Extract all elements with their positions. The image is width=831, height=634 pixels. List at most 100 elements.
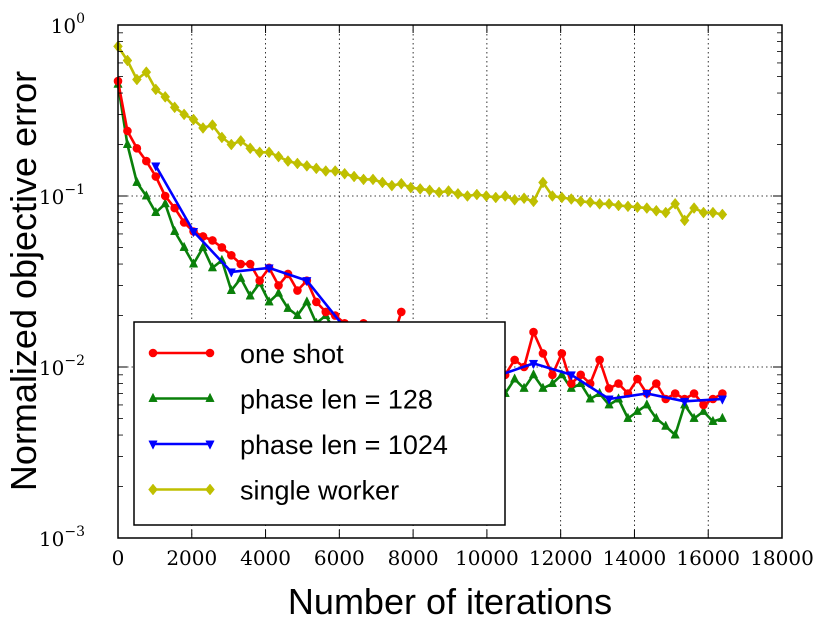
data-point <box>651 379 661 388</box>
data-point <box>188 228 199 238</box>
data-point <box>188 113 199 126</box>
data-point <box>679 214 690 227</box>
x-tick-label: 4000 <box>240 546 291 570</box>
x-tick-label: 2000 <box>166 546 217 570</box>
data-point <box>623 200 633 213</box>
data-point <box>670 429 680 439</box>
data-point <box>122 54 133 67</box>
data-point <box>227 251 236 260</box>
data-point <box>557 191 567 204</box>
data-point <box>566 193 577 205</box>
data-point <box>680 397 690 408</box>
legend-label: phase len = 128 <box>240 385 433 415</box>
data-point <box>594 197 605 210</box>
series-phase-len-128 <box>113 78 727 439</box>
data-point <box>150 83 161 96</box>
data-point <box>510 373 520 383</box>
data-point <box>302 296 312 306</box>
data-point <box>708 415 718 425</box>
data-point <box>557 349 567 358</box>
data-point <box>151 172 161 181</box>
data-point <box>264 296 274 306</box>
data-point <box>283 155 293 167</box>
data-point <box>283 302 293 312</box>
data-point <box>123 126 132 136</box>
data-point <box>660 206 671 219</box>
data-point <box>689 202 699 214</box>
data-point <box>424 184 435 197</box>
data-point <box>236 272 246 282</box>
data-point <box>358 173 369 186</box>
data-point <box>235 135 246 147</box>
data-point <box>453 187 463 200</box>
data-point <box>217 243 227 252</box>
legend-box <box>133 321 506 526</box>
data-point <box>349 170 359 183</box>
data-point <box>529 327 538 337</box>
data-point <box>320 165 331 177</box>
legend-marker <box>205 440 215 450</box>
data-point <box>548 370 557 380</box>
data-point <box>689 389 699 398</box>
legend-marker <box>148 348 158 358</box>
data-point <box>708 206 718 219</box>
data-point <box>368 173 378 186</box>
data-point <box>330 165 341 177</box>
data-point <box>226 138 237 151</box>
data-point <box>632 201 643 214</box>
data-point <box>604 197 614 210</box>
data-point <box>547 377 558 388</box>
data-point <box>264 146 274 159</box>
data-point <box>575 195 586 208</box>
data-point <box>490 191 501 204</box>
data-point <box>179 108 189 121</box>
x-tick-label: 16000 <box>676 546 740 570</box>
data-point <box>122 138 133 148</box>
legend-label: one shot <box>240 339 344 369</box>
data-point <box>538 176 548 189</box>
data-point <box>245 142 256 155</box>
data-point <box>519 192 529 205</box>
data-point <box>698 405 709 415</box>
data-point <box>642 390 652 400</box>
data-point <box>160 90 171 103</box>
data-point <box>538 349 548 358</box>
data-point <box>273 287 284 297</box>
data-point <box>321 307 331 317</box>
data-point <box>151 206 161 217</box>
x-tick-label: 10000 <box>455 546 519 570</box>
data-point <box>405 181 416 194</box>
data-point <box>236 259 246 269</box>
data-point <box>293 286 302 295</box>
legend-marker <box>148 440 158 450</box>
data-point <box>717 412 727 422</box>
data-point <box>254 146 265 159</box>
data-point <box>245 259 255 269</box>
data-point <box>292 309 303 319</box>
data-point <box>273 150 284 163</box>
data-point <box>198 241 208 251</box>
data-point <box>717 395 727 405</box>
legend-label: phase len = 1024 <box>240 430 448 460</box>
data-point <box>613 199 624 212</box>
data-point <box>415 183 426 195</box>
data-point <box>169 101 180 114</box>
data-point <box>717 208 728 221</box>
data-point <box>519 382 529 392</box>
data-point <box>623 412 633 422</box>
data-point <box>141 66 152 79</box>
legend-marker <box>205 483 215 496</box>
data-point <box>255 276 264 285</box>
data-point <box>566 379 576 388</box>
data-point <box>604 384 614 393</box>
data-point <box>632 405 643 415</box>
data-point <box>226 268 236 278</box>
data-point <box>614 379 623 388</box>
data-point <box>312 297 321 307</box>
legend-label: single worker <box>240 476 399 506</box>
data-point <box>179 241 189 251</box>
y-tick-label: 10−2 <box>39 353 85 380</box>
x-tick-label: 0 <box>112 546 125 570</box>
data-point <box>170 203 179 213</box>
